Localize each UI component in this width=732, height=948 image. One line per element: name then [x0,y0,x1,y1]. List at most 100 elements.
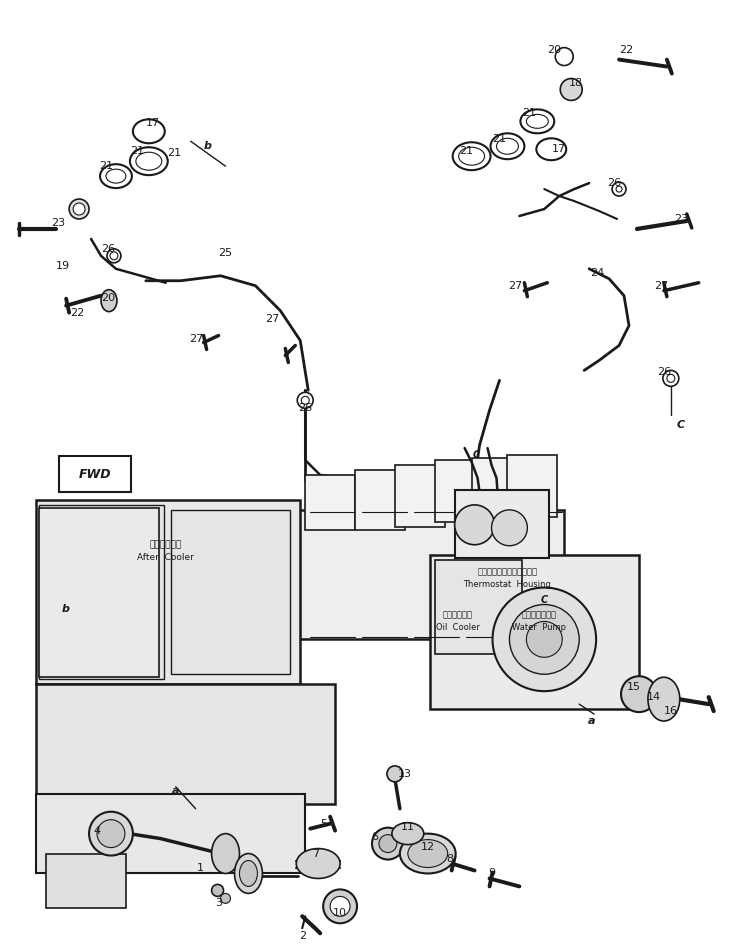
Text: Thermostat  Housing: Thermostat Housing [463,580,551,589]
Bar [37,793,305,873]
Ellipse shape [496,138,518,155]
Ellipse shape [130,147,168,175]
Ellipse shape [106,169,126,183]
Ellipse shape [100,164,132,188]
Text: 17: 17 [552,144,567,155]
Text: 22: 22 [619,45,633,55]
Bar [395,465,445,527]
Circle shape [491,510,527,546]
Bar [171,510,291,674]
Text: b: b [203,141,212,152]
Circle shape [89,811,133,855]
Circle shape [302,396,309,404]
Bar [305,475,355,530]
Bar [40,508,159,677]
Ellipse shape [133,119,165,143]
Circle shape [509,605,579,674]
Text: 8: 8 [446,853,453,864]
Text: 22: 22 [70,307,84,318]
Ellipse shape [459,147,485,165]
Circle shape [667,374,675,382]
Ellipse shape [408,840,448,867]
Text: アフタクーラ: アフタクーラ [149,540,182,549]
Text: 23: 23 [51,218,65,228]
Circle shape [612,182,626,196]
Ellipse shape [648,677,680,721]
Bar [37,500,300,684]
Circle shape [220,893,231,903]
Text: After  Cooler: After Cooler [138,554,194,562]
Circle shape [212,884,223,897]
Circle shape [73,203,85,215]
Text: 15: 15 [627,683,641,692]
Text: b: b [62,605,70,614]
Bar [37,684,335,804]
Text: 26: 26 [101,244,115,254]
Circle shape [560,79,582,100]
Text: Oil  Cooler: Oil Cooler [436,623,479,632]
Text: 21: 21 [460,146,474,156]
Ellipse shape [490,134,524,159]
Text: 2: 2 [299,931,306,941]
Circle shape [526,622,562,657]
Text: 9: 9 [488,868,495,879]
Ellipse shape [537,138,567,160]
Text: 3: 3 [215,899,222,908]
Text: 26: 26 [298,403,313,413]
Text: Water  Pump: Water Pump [512,623,567,632]
Circle shape [379,834,397,852]
Circle shape [97,820,125,848]
Ellipse shape [400,833,455,873]
FancyBboxPatch shape [59,456,131,492]
Bar [435,460,485,521]
Text: 18: 18 [569,79,583,88]
Bar [435,559,523,654]
Text: 7: 7 [312,848,318,859]
Circle shape [323,889,357,923]
Text: C: C [473,450,480,460]
Text: 21: 21 [99,161,113,172]
Text: 21: 21 [130,146,144,156]
Text: C: C [677,420,685,430]
Text: 4: 4 [94,826,100,835]
Circle shape [455,505,495,545]
Bar [295,510,564,639]
Ellipse shape [136,153,162,170]
Circle shape [330,897,350,917]
Circle shape [387,766,403,782]
Text: 19: 19 [56,261,70,271]
Bar [46,853,126,908]
Text: 23: 23 [673,214,688,224]
Text: 27: 27 [265,314,280,323]
Text: 21: 21 [523,108,537,118]
Text: 14: 14 [647,692,661,702]
Ellipse shape [101,290,117,312]
Text: 26: 26 [607,178,621,188]
Text: 20: 20 [548,45,561,55]
Ellipse shape [520,109,554,134]
Text: 11: 11 [401,822,415,831]
Text: ウォータポンプ: ウォータポンプ [522,610,557,619]
Circle shape [69,199,89,219]
Text: 13: 13 [398,769,412,779]
Text: FWD: FWD [79,467,111,481]
Text: a: a [172,786,179,795]
Circle shape [107,249,121,263]
Text: 27: 27 [508,281,523,291]
Circle shape [663,371,679,387]
Text: C: C [541,594,548,605]
Ellipse shape [452,142,490,170]
Bar [455,490,549,557]
Circle shape [372,828,404,860]
Text: 27: 27 [190,334,203,343]
Bar [355,470,405,530]
Ellipse shape [234,853,262,893]
Ellipse shape [296,848,340,879]
Text: 21: 21 [493,135,507,144]
Text: 21: 21 [167,148,181,158]
Circle shape [297,392,313,409]
Circle shape [110,252,118,260]
Ellipse shape [212,833,239,873]
Bar [507,455,557,517]
Ellipse shape [239,861,258,886]
